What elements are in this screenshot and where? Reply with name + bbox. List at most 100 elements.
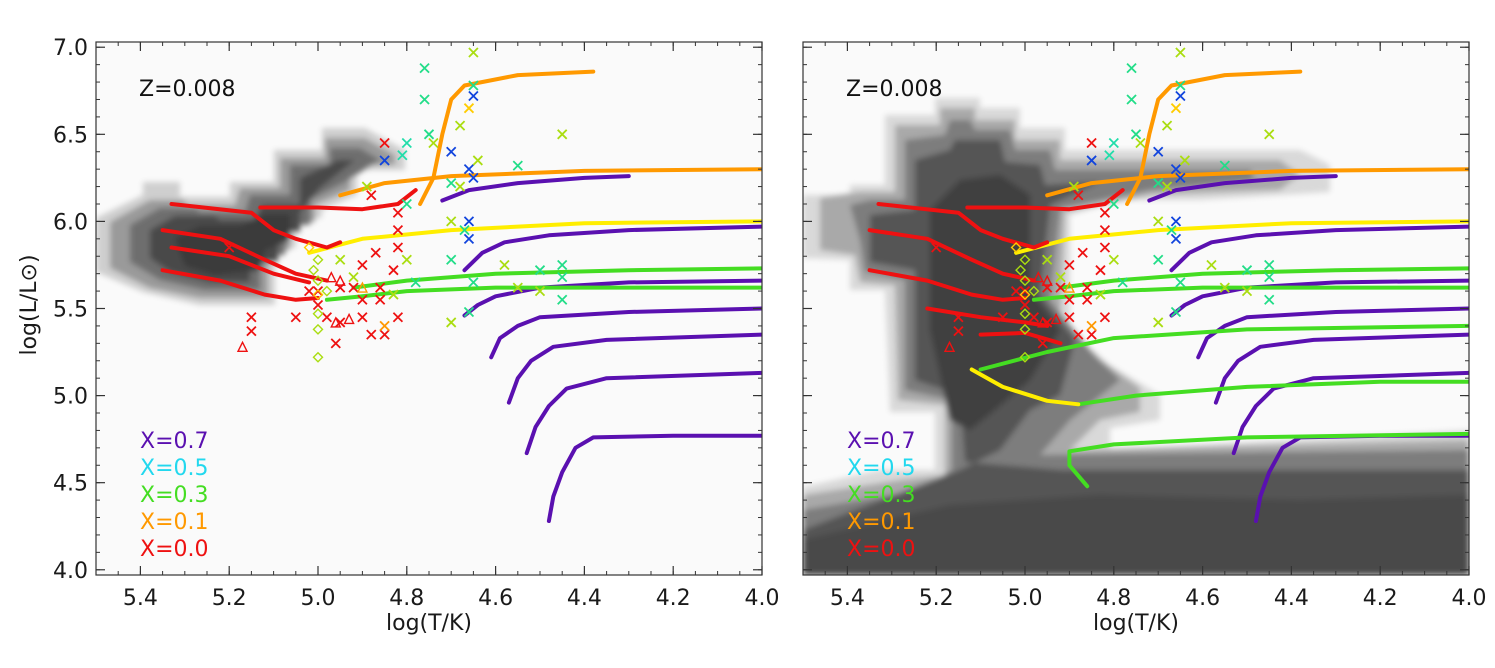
x-tick-label: 4.0 [745,586,780,611]
x-tick-label: 4.4 [567,586,602,611]
x-tick-label: 5.4 [830,586,865,611]
star-marker-cross [953,312,964,323]
star-marker-diamond [321,285,333,297]
star-marker-cross [392,224,404,236]
star-marker-diamond [1019,275,1031,287]
x-tick-label: 5.2 [212,586,247,611]
evolution-track [160,268,320,302]
x-tick-label: 4.8 [1096,586,1131,611]
star-marker-cross [1264,294,1275,305]
evolution-track [867,228,1036,283]
star-marker-cross [1175,47,1186,58]
star-marker-cross [512,282,523,293]
x-tick-label: 5.2 [919,586,954,611]
star-marker-cross [1077,247,1088,258]
star-marker-cross [468,47,479,58]
star-marker-diamond [312,351,324,363]
star-marker-cross [454,120,466,131]
evolution-track [307,219,762,255]
star-marker-triangle [356,281,369,293]
metallicity-annotation: Z=0.008 [846,77,943,102]
star-marker-cross [1264,259,1275,271]
star-marker-cross [246,312,257,323]
evolution-track [1058,266,1469,290]
star-marker-cross [1241,285,1253,297]
star-marker-cross [1241,265,1253,276]
star-marker-cross [1161,181,1173,192]
star-marker-diamond [303,242,315,254]
y-tick-label: 4.0 [53,559,88,584]
star-marker-cross [1166,224,1177,236]
star-marker-cross [1161,120,1173,131]
star-marker-diamond [312,254,324,266]
star-marker-cross [379,329,390,340]
star-marker-triangle [325,271,337,283]
star-marker-cross [1055,272,1066,283]
x-tick-label: 4.0 [1452,586,1487,611]
star-marker-cross [1117,277,1128,288]
legend-entry: X=0.1 [140,510,209,535]
star-marker-cross [468,90,479,102]
star-marker-cross [1042,254,1053,265]
star-marker-cross [1153,177,1164,189]
star-marker-cross [446,317,457,328]
star-marker-cross [335,254,346,265]
star-marker-cross [463,103,475,114]
evolution-track [1169,224,1469,273]
star-marker-triangle [334,274,346,286]
star-marker-cross [1086,329,1097,340]
star-marker-cross [1073,190,1084,201]
star-marker-cross [499,259,510,271]
star-marker-cross [1028,312,1040,323]
star-marker-cross [1019,299,1031,311]
star-marker-cross [370,247,381,258]
star-marker-cross [397,150,408,161]
star-marker-cross [953,326,964,337]
evolution-track [324,285,762,302]
markers-left [224,47,568,363]
star-marker-diamond [312,308,324,320]
star-marker-cross [557,129,568,140]
star-marker-cross [357,259,368,271]
star-marker-cross [348,272,359,283]
star-marker-cross [459,224,470,236]
star-marker-cross [534,265,546,276]
evolution-track [1067,431,1469,489]
star-marker-cross [463,164,475,175]
evolution-track [1045,167,1469,198]
evolution-track [1231,370,1469,456]
star-marker-diamond [1019,323,1031,335]
x-tick-label: 4.2 [1363,586,1398,611]
legend-entry: X=0.7 [847,429,916,454]
star-marker-cross [1099,224,1111,236]
star-marker-cross [330,338,341,349]
star-marker-diamond [1019,254,1031,266]
star-marker-cross [468,172,479,183]
legend-entry: X=0.1 [847,510,916,535]
star-marker-cross [388,289,399,300]
star-marker-cross [1135,137,1146,149]
star-marker-diamond [1028,285,1040,297]
x-axis-label: log(T/K) [1093,611,1179,636]
star-marker-cross [401,137,412,149]
star-marker-cross [1064,294,1075,305]
star-marker-triangle [1037,316,1049,328]
evolution-track [1147,174,1338,203]
x-tick-label: 4.6 [1185,586,1220,611]
evolution-track [876,202,1050,250]
star-marker-diamond [308,264,320,276]
star-marker-triangle [1032,271,1044,283]
star-marker-cross [463,233,475,244]
star-marker-cross [1095,265,1106,276]
star-marker-cross [303,285,315,297]
star-marker-cross [1099,312,1111,323]
star-marker-cross [557,294,568,305]
ticks-right: 5.4 5.2 5.0 4.8 4.6 4.4 4.2 4.0 [802,42,1487,611]
star-marker-cross [1219,282,1230,293]
star-marker-triangle [343,312,355,325]
evolution-track [351,266,762,290]
star-marker-cross [379,155,390,166]
density-background [803,98,1469,575]
right-panel: 5.4 5.2 5.0 4.8 4.6 4.4 4.2 4.0 Z=0.008 log(T/K… [802,41,1487,636]
star-marker-cross [1170,306,1182,318]
